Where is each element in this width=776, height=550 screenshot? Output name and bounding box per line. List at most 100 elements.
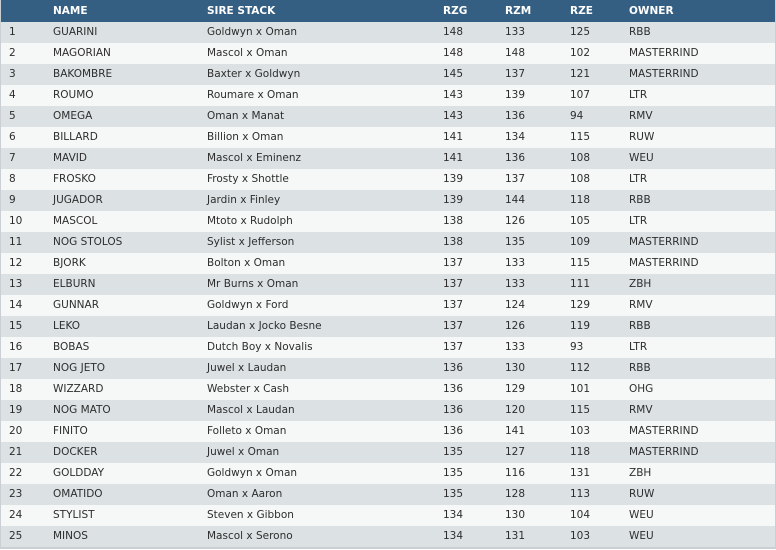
cell-rze: 102 bbox=[570, 47, 591, 59]
cell-rzm: 136 bbox=[505, 152, 526, 164]
cell-owner: MASTERRIND bbox=[629, 425, 699, 437]
cell-rank: 5 bbox=[9, 110, 16, 122]
cell-sire-stack: Webster x Cash bbox=[207, 383, 290, 395]
cell-rank: 15 bbox=[9, 320, 23, 332]
table-row: 7 MAVID Mascol x Eminenz 141 136 108 WEU bbox=[1, 148, 775, 169]
table-row: 10 MASCOL Mtoto x Rudolph 138 126 105 LTR bbox=[1, 211, 775, 232]
cell-rzg: 136 bbox=[443, 425, 464, 437]
cell-name: NOG JETO bbox=[53, 362, 106, 374]
cell-rzg: 141 bbox=[443, 131, 464, 143]
cell-sire-stack: Goldwyn x Oman bbox=[207, 467, 298, 479]
cell-sire-stack: Jardin x Finley bbox=[207, 194, 281, 206]
table-row: 9 JUGADOR Jardin x Finley 139 144 118 RBB bbox=[1, 190, 775, 211]
header-sire-stack[interactable]: SIRE STACK bbox=[207, 5, 276, 17]
cell-sire-stack: Billion x Oman bbox=[207, 131, 284, 143]
cell-rze: 115 bbox=[570, 131, 591, 143]
cell-rze: 109 bbox=[570, 236, 591, 248]
cell-rze: 93 bbox=[570, 341, 584, 353]
table-row: 11 NOG STOLOS Sylist x Jefferson 138 135 109 M… bbox=[1, 232, 775, 253]
cell-rzm: 127 bbox=[505, 446, 526, 458]
cell-owner: WEU bbox=[629, 152, 654, 164]
cell-name: MINOS bbox=[53, 530, 88, 542]
cell-rze: 121 bbox=[570, 68, 591, 80]
cell-rzg: 135 bbox=[443, 446, 464, 458]
cell-rzm: 134 bbox=[505, 131, 526, 143]
cell-owner: LTR bbox=[629, 215, 648, 227]
header-name[interactable]: NAME bbox=[53, 5, 88, 17]
cell-rzm: 126 bbox=[505, 215, 526, 227]
cell-rzm: 133 bbox=[505, 278, 526, 290]
cell-rzg: 137 bbox=[443, 341, 464, 353]
cell-rze: 131 bbox=[570, 467, 591, 479]
cell-sire-stack: Mr Burns x Oman bbox=[207, 278, 299, 290]
cell-rzm: 148 bbox=[505, 47, 526, 59]
table-row: 2 MAGORIAN Mascol x Oman 148 148 102 MASTERRIN… bbox=[1, 43, 775, 64]
cell-name: BJORK bbox=[53, 257, 86, 269]
cell-rank: 23 bbox=[9, 488, 23, 500]
header-owner[interactable]: OWNER bbox=[629, 5, 674, 17]
header-rze[interactable]: RZE bbox=[570, 5, 593, 17]
cell-owner: RMV bbox=[629, 110, 653, 122]
cell-rzm: 139 bbox=[505, 89, 526, 101]
table-row: 3 BAKOMBRE Baxter x Goldwyn 145 137 121 MASTER… bbox=[1, 64, 775, 85]
cell-name: WIZZARD bbox=[53, 383, 104, 395]
table-body: 1 GUARINI Goldwyn x Oman 148 133 125 RBB 2 MAGOR… bbox=[1, 22, 775, 547]
cell-rze: 105 bbox=[570, 215, 591, 227]
cell-rank: 1 bbox=[9, 26, 16, 38]
cell-rze: 103 bbox=[570, 425, 591, 437]
cell-rzg: 141 bbox=[443, 152, 464, 164]
cell-rzm: 136 bbox=[505, 110, 526, 122]
cell-rzg: 137 bbox=[443, 257, 464, 269]
cell-owner: MASTERRIND bbox=[629, 446, 699, 458]
table-row: 23 OMATIDO Oman x Aaron 135 128 113 RUW bbox=[1, 484, 775, 505]
cell-rank: 4 bbox=[9, 89, 16, 101]
table-row: 21 DOCKER Juwel x Oman 135 127 118 MASTERRIND bbox=[1, 442, 775, 463]
cell-owner: MASTERRIND bbox=[629, 236, 699, 248]
cell-owner: LTR bbox=[629, 341, 648, 353]
table-row: 8 FROSKO Frosty x Shottle 139 137 108 LTR bbox=[1, 169, 775, 190]
cell-owner: LTR bbox=[629, 173, 648, 185]
cell-rank: 3 bbox=[9, 68, 16, 80]
cell-rzm: 124 bbox=[505, 299, 526, 311]
table-row: 4 ROUMO Roumare x Oman 143 139 107 LTR bbox=[1, 85, 775, 106]
header-rzg[interactable]: RZG bbox=[443, 5, 468, 17]
header-rzm[interactable]: RZM bbox=[505, 5, 532, 17]
cell-owner: RBB bbox=[629, 26, 651, 38]
cell-rzg: 145 bbox=[443, 68, 464, 80]
cell-rank: 2 bbox=[9, 47, 16, 59]
cell-owner: RBB bbox=[629, 320, 651, 332]
cell-rze: 107 bbox=[570, 89, 591, 101]
table-row: 1 GUARINI Goldwyn x Oman 148 133 125 RBB bbox=[1, 22, 775, 43]
cell-sire-stack: Mascol x Oman bbox=[207, 47, 288, 59]
table-row: 18 WIZZARD Webster x Cash 136 129 101 OHG bbox=[1, 379, 775, 400]
cell-rank: 6 bbox=[9, 131, 16, 143]
cell-owner: MASTERRIND bbox=[629, 257, 699, 269]
cell-rzg: 135 bbox=[443, 467, 464, 479]
table-row: 25 MINOS Mascol x Serono 134 131 103 WEU bbox=[1, 526, 775, 547]
cell-rank: 9 bbox=[9, 194, 16, 206]
cell-sire-stack: Oman x Aaron bbox=[207, 488, 283, 500]
cell-owner: LTR bbox=[629, 89, 648, 101]
cell-rzg: 137 bbox=[443, 299, 464, 311]
cell-rzm: 133 bbox=[505, 26, 526, 38]
cell-rzg: 136 bbox=[443, 383, 464, 395]
cell-rank: 19 bbox=[9, 404, 23, 416]
table-row: 19 NOG MATO Mascol x Laudan 136 120 115 RMV bbox=[1, 400, 775, 421]
cell-sire-stack: Juwel x Oman bbox=[207, 446, 280, 458]
cell-name: ELBURN bbox=[53, 278, 96, 290]
cell-name: MASCOL bbox=[53, 215, 98, 227]
cell-rank: 7 bbox=[9, 152, 16, 164]
cell-sire-stack: Folleto x Oman bbox=[207, 425, 287, 437]
cell-owner: MASTERRIND bbox=[629, 68, 699, 80]
cell-name: NOG MATO bbox=[53, 404, 111, 416]
cell-name: BILLARD bbox=[53, 131, 98, 143]
cell-name: BAKOMBRE bbox=[53, 68, 113, 80]
table-row: 5 OMEGA Oman x Manat 143 136 94 RMV bbox=[1, 106, 775, 127]
cell-name: FINITO bbox=[53, 425, 88, 437]
cell-rzm: 137 bbox=[505, 68, 526, 80]
table-row: 17 NOG JETO Juwel x Laudan 136 130 112 RBB bbox=[1, 358, 775, 379]
cell-rzm: 130 bbox=[505, 509, 526, 521]
cell-rze: 104 bbox=[570, 509, 591, 521]
cell-rank: 18 bbox=[9, 383, 23, 395]
cell-rze: 112 bbox=[570, 362, 591, 374]
